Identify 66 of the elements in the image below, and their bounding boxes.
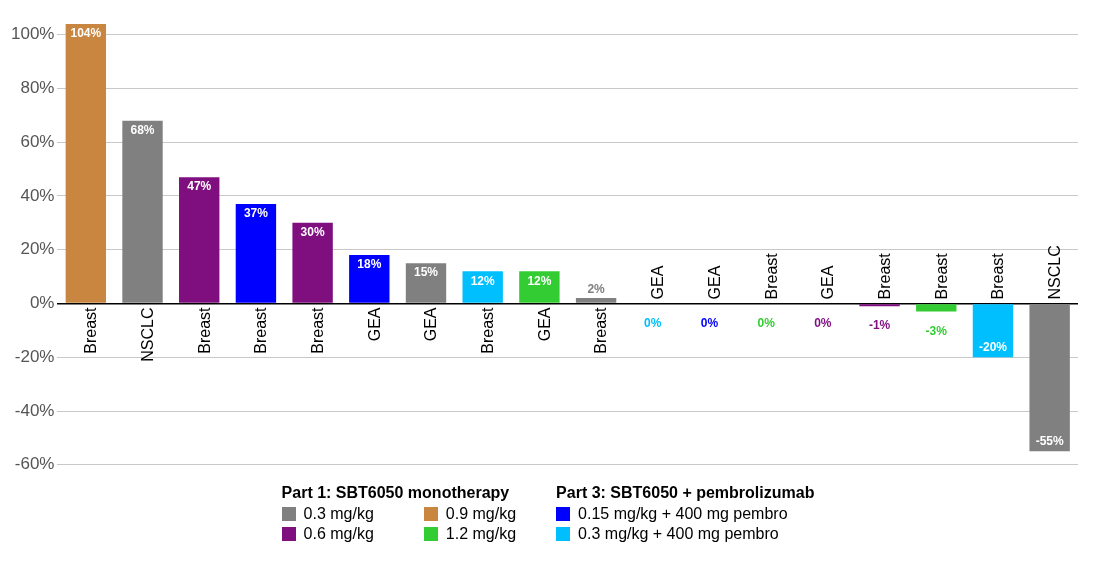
bar bbox=[292, 222, 333, 303]
text: -55% bbox=[1035, 433, 1064, 448]
legend-label: 1.2 mg/kg bbox=[445, 525, 517, 543]
x-tick-label: Breast bbox=[479, 306, 497, 354]
x-tick-label: NSCLC bbox=[138, 307, 156, 362]
bar bbox=[1029, 304, 1070, 452]
text: -3% bbox=[925, 323, 947, 338]
text: 12% bbox=[527, 273, 552, 288]
legend-label: 0.6 mg/kg bbox=[303, 525, 374, 543]
y-tick-label: 0% bbox=[29, 293, 55, 313]
legend-label: 0.3 mg/kg + 400 mg pembro bbox=[578, 525, 779, 543]
x-tick-label: Breast bbox=[82, 306, 100, 354]
text: 18% bbox=[357, 257, 382, 272]
bar bbox=[972, 304, 1014, 358]
y-tick-label: 40% bbox=[20, 185, 55, 205]
x-tick-label: Breast bbox=[932, 252, 950, 300]
x-tick-label: NSCLC bbox=[1046, 245, 1064, 300]
x-tick-label: GEA bbox=[649, 265, 667, 300]
text: 2% bbox=[587, 282, 605, 297]
y-tick-label: -20% bbox=[14, 346, 55, 366]
x-tick-label: GEA bbox=[819, 265, 837, 300]
x-tick-label: Breast bbox=[195, 306, 213, 354]
text: 0% bbox=[757, 315, 775, 330]
bar bbox=[179, 177, 220, 303]
legend-label: 0.3 mg/kg bbox=[303, 505, 374, 523]
text: 0% bbox=[644, 315, 662, 330]
text: Part 1: SBT6050 monotherapy bbox=[281, 484, 511, 502]
x-tick-label: GEA bbox=[365, 307, 383, 342]
text: -20% bbox=[978, 339, 1007, 354]
x-tick-label: Breast bbox=[989, 252, 1007, 300]
text: 12% bbox=[470, 273, 495, 288]
text: -1% bbox=[868, 318, 891, 333]
text: 37% bbox=[243, 206, 268, 221]
text: 15% bbox=[413, 265, 439, 280]
y-tick-label: 100% bbox=[11, 24, 55, 44]
text: 0% bbox=[814, 315, 832, 330]
y-tick-label: -60% bbox=[14, 454, 55, 474]
legend-label: 0.9 mg/kg bbox=[445, 505, 517, 523]
y-tick-label: 20% bbox=[20, 239, 55, 259]
y-tick-label: -40% bbox=[14, 400, 55, 420]
text: 104% bbox=[70, 26, 102, 41]
y-tick-label: 80% bbox=[20, 78, 55, 98]
x-tick-label: Breast bbox=[875, 252, 893, 300]
bar bbox=[349, 255, 390, 303]
text: Part 3: SBT6050 + pembrolizumab bbox=[556, 484, 815, 502]
x-tick-label: Breast bbox=[592, 306, 610, 354]
text: 30% bbox=[300, 225, 325, 240]
x-tick-label: Breast bbox=[309, 306, 327, 354]
x-tick-label: Breast bbox=[762, 252, 780, 300]
x-tick-label: Breast bbox=[252, 306, 270, 354]
x-tick-label: GEA bbox=[705, 265, 723, 300]
bar bbox=[235, 204, 277, 303]
bar bbox=[916, 304, 957, 312]
bar bbox=[122, 120, 163, 303]
y-tick-label: 60% bbox=[20, 131, 55, 151]
bar bbox=[65, 23, 107, 303]
x-tick-label: GEA bbox=[535, 307, 553, 342]
bar bbox=[405, 263, 447, 303]
bar bbox=[519, 271, 560, 303]
text: 68% bbox=[130, 122, 155, 137]
legend-label: 0.15 mg/kg + 400 mg pembro bbox=[578, 505, 788, 523]
x-tick-label: GEA bbox=[422, 307, 440, 342]
bar bbox=[575, 298, 617, 303]
text: 0% bbox=[700, 315, 719, 330]
bar bbox=[462, 271, 503, 303]
text: 47% bbox=[187, 179, 212, 194]
